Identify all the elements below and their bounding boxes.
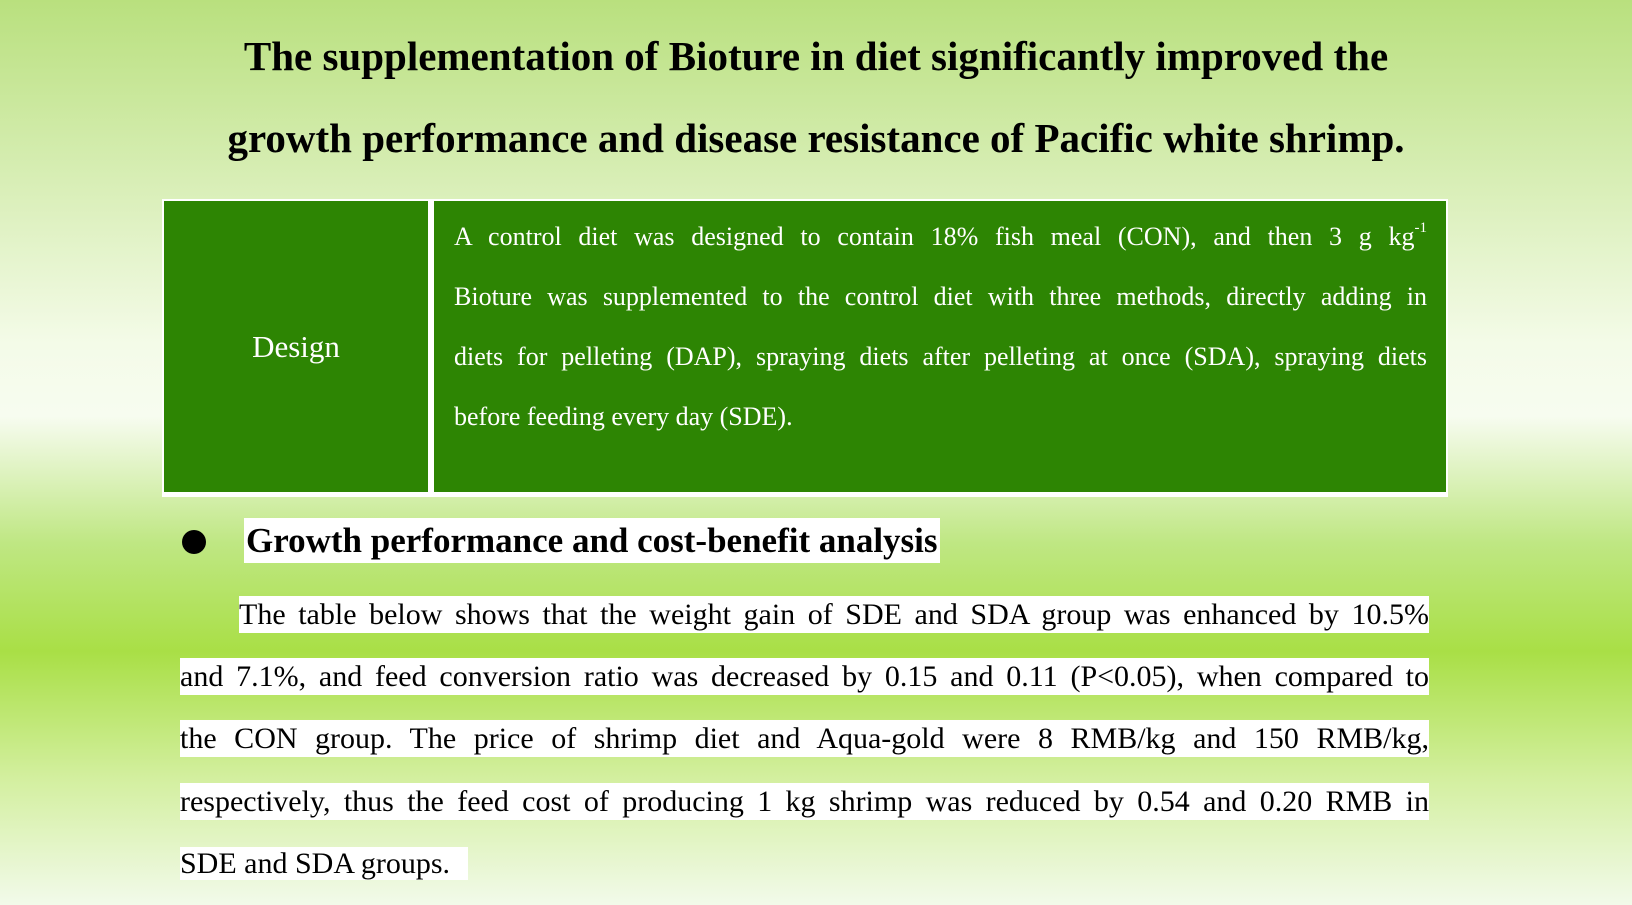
- paragraph-line-1-text: The table below shows that the weight ga…: [239, 596, 1429, 633]
- paragraph-line-5: SDE and SDA groups.: [180, 845, 1429, 882]
- paragraph-line-4-text: respectively, thus the feed cost of prod…: [180, 783, 1429, 820]
- page-title-line-1: The supplementation of Bioture in diet s…: [243, 33, 1389, 79]
- paragraph-line-5-text: SDE and SDA groups.: [180, 847, 469, 880]
- paragraph-line-3-text: the CON group. The price of shrimp diet …: [180, 720, 1429, 757]
- design-text-line-1: A control diet was designed to contain 1…: [454, 220, 1428, 252]
- paragraph-line-2-text: and 7.1%, and feed conversion ratio was …: [180, 658, 1429, 695]
- section-heading: Growth performance and cost-benefit anal…: [244, 518, 940, 563]
- bullet-icon: [182, 530, 206, 554]
- design-description-cell: A control diet was designed to contain 1…: [434, 201, 1446, 492]
- paragraph-line-2: and 7.1%, and feed conversion ratio was …: [180, 658, 1429, 695]
- paragraph-line-3: the CON group. The price of shrimp diet …: [180, 720, 1429, 757]
- paragraph-line-4: respectively, thus the feed cost of prod…: [180, 783, 1429, 820]
- design-text-line-2: Bioture was supplemented to the control …: [454, 282, 1427, 311]
- paragraph-line-1: The table below shows that the weight ga…: [239, 596, 1429, 633]
- design-label-cell: Design: [164, 201, 428, 492]
- design-table: Design A control diet was designed to co…: [162, 199, 1448, 497]
- design-text-line-1-main: A control diet was designed to contain 1…: [454, 222, 1415, 251]
- page-title-line-2: growth performance and disease resistanc…: [227, 115, 1405, 161]
- design-text-line-4: before feeding every day (SDE).: [454, 402, 793, 431]
- design-label: Design: [252, 328, 340, 364]
- design-unit-superscript: -1: [1414, 220, 1428, 236]
- design-text-line-3: diets for pelleting (DAP), spraying diet…: [454, 342, 1427, 371]
